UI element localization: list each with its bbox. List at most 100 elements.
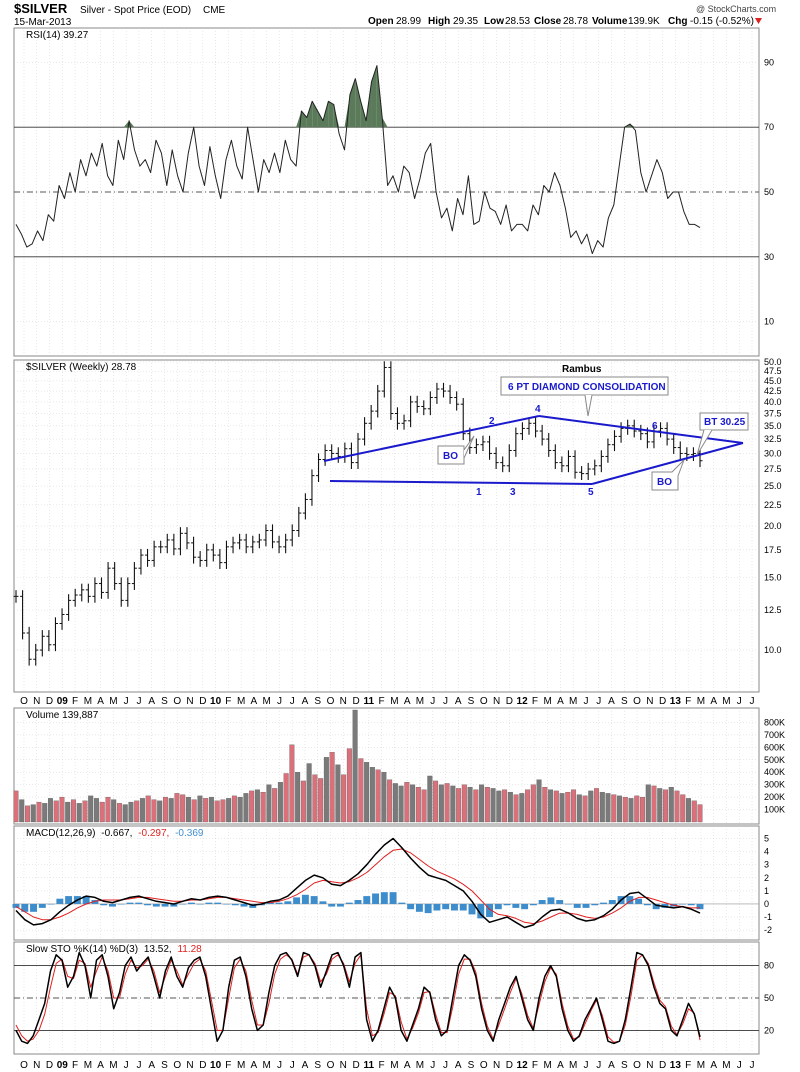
x-axis-label-bottom: F <box>72 1060 78 1071</box>
macd-y-tick: -2 <box>764 925 772 935</box>
macd-histogram-bar <box>135 902 143 904</box>
x-axis-label-bottom: M <box>390 1060 398 1071</box>
x-axis-label-top: M <box>697 696 705 707</box>
rsi-y-tick: 50 <box>764 187 774 197</box>
rsi-y-tick: 70 <box>764 122 774 132</box>
x-axis-label-bottom: J <box>277 1060 282 1071</box>
macd-histogram-bar <box>512 903 520 908</box>
macd-histogram-bar <box>442 903 450 910</box>
x-axis-label-bottom: O <box>633 1060 641 1071</box>
macd-histogram-bar <box>635 898 643 904</box>
x-axis-label-top: M <box>569 696 577 707</box>
volume-bar <box>691 800 697 823</box>
macd-histogram-bar <box>363 896 371 904</box>
macd-histogram-bar <box>600 902 608 904</box>
volume-bar <box>88 795 94 823</box>
volume-bar <box>565 791 571 823</box>
volume-bar <box>548 789 554 823</box>
macd-histogram-bar <box>108 903 116 907</box>
bo-callout-2 <box>651 471 679 491</box>
x-axis-label-bottom: D <box>199 1060 206 1071</box>
x-axis-label-top: S <box>161 696 168 707</box>
diamond-pattern <box>323 415 744 485</box>
diamond-upper-right <box>538 415 744 444</box>
pattern-callout-pointer <box>584 394 593 417</box>
volume-panel <box>13 707 760 825</box>
pivot-2: 2 <box>489 416 495 427</box>
x-axis-label-top: S <box>468 696 475 707</box>
volume-bar <box>697 804 703 823</box>
rsi-y-tick: 90 <box>764 57 774 67</box>
x-axis-label-bottom: A <box>455 1060 462 1071</box>
macd-histogram-bar <box>293 897 301 904</box>
close-label: Close <box>534 16 562 27</box>
volume-bar <box>519 793 525 823</box>
pattern-callout-box <box>500 376 669 396</box>
volume-bar <box>496 790 502 823</box>
x-axis-label-top: F <box>72 696 78 707</box>
x-axis-label-bottom: A <box>608 1060 615 1071</box>
x-axis-label-bottom: 11 <box>364 1060 375 1071</box>
copyright-label: @ StockCharts.com <box>696 4 776 14</box>
x-axis-label-bottom: O <box>327 1060 335 1071</box>
volume-bar <box>473 789 479 823</box>
price-y-tick: 17.5 <box>764 545 782 555</box>
macd-histogram-bar <box>477 903 485 919</box>
volume-bar <box>272 788 278 823</box>
sto-y-tick: 50 <box>764 993 774 1003</box>
macd-histogram-bar <box>652 903 660 910</box>
x-axis-label-bottom: M <box>109 1060 117 1071</box>
volume-bar <box>306 763 312 823</box>
macd-histogram-bar <box>433 903 441 911</box>
volume-bar <box>410 784 416 823</box>
price-y-tick: 20.0 <box>764 521 782 531</box>
macd-histogram-bar <box>214 902 222 904</box>
volume-bar <box>645 784 651 823</box>
volume-bar <box>571 789 577 823</box>
macd-histogram-bar <box>231 903 239 906</box>
bt-callout <box>699 412 749 431</box>
volume-bar <box>542 787 548 823</box>
macd-histogram-bar <box>538 900 546 904</box>
volume-y-tick: 600K <box>764 742 785 752</box>
volume-y-tick: 100K <box>764 805 785 815</box>
price-y-tick: 35.0 <box>764 421 782 431</box>
pivot-labels: 1 2 3 4 5 6 <box>476 404 658 498</box>
pattern-callout-text: 6 PT DIAMOND CONSOLIDATION <box>508 382 666 393</box>
volume-bar <box>151 799 157 823</box>
volume-bar <box>25 805 30 823</box>
volume-bar <box>634 795 640 823</box>
x-axis-label-top: D <box>659 696 666 707</box>
macd-histogram-bar <box>354 900 362 904</box>
price-y-tick: 30.0 <box>764 448 782 458</box>
volume-bar <box>266 784 272 823</box>
x-axis-label-top: J <box>277 696 282 707</box>
volume-bar <box>318 778 324 823</box>
macd-histogram-bar <box>161 903 169 907</box>
volume-bar <box>203 798 209 823</box>
volume-bar <box>640 796 646 823</box>
x-axis-label-bottom: A <box>557 1060 564 1071</box>
volume-bar <box>599 791 605 823</box>
volume-bar <box>502 789 508 823</box>
volume-bar <box>335 764 341 823</box>
volume-bar <box>295 772 301 823</box>
rsi-overbought-fill <box>306 101 313 128</box>
x-axis-label-top: A <box>97 696 104 707</box>
macd-histogram-bar <box>100 903 108 906</box>
macd-histogram-bar <box>450 903 458 911</box>
chg-label: Chg <box>668 16 687 27</box>
volume-bar <box>657 788 663 823</box>
macd-histogram-bar <box>196 903 204 905</box>
volume-bar <box>134 800 140 823</box>
macd-histogram-bar <box>240 903 248 907</box>
volume-bar <box>415 787 421 823</box>
rsi-y-tick: 10 <box>764 317 774 327</box>
volume-bar <box>157 800 163 823</box>
x-axis-label-top: A <box>404 696 411 707</box>
volume-bar <box>341 774 347 823</box>
volume-bar <box>191 799 197 823</box>
rsi-overbought-fill <box>317 111 323 128</box>
x-axis-label-top: A <box>455 696 462 707</box>
